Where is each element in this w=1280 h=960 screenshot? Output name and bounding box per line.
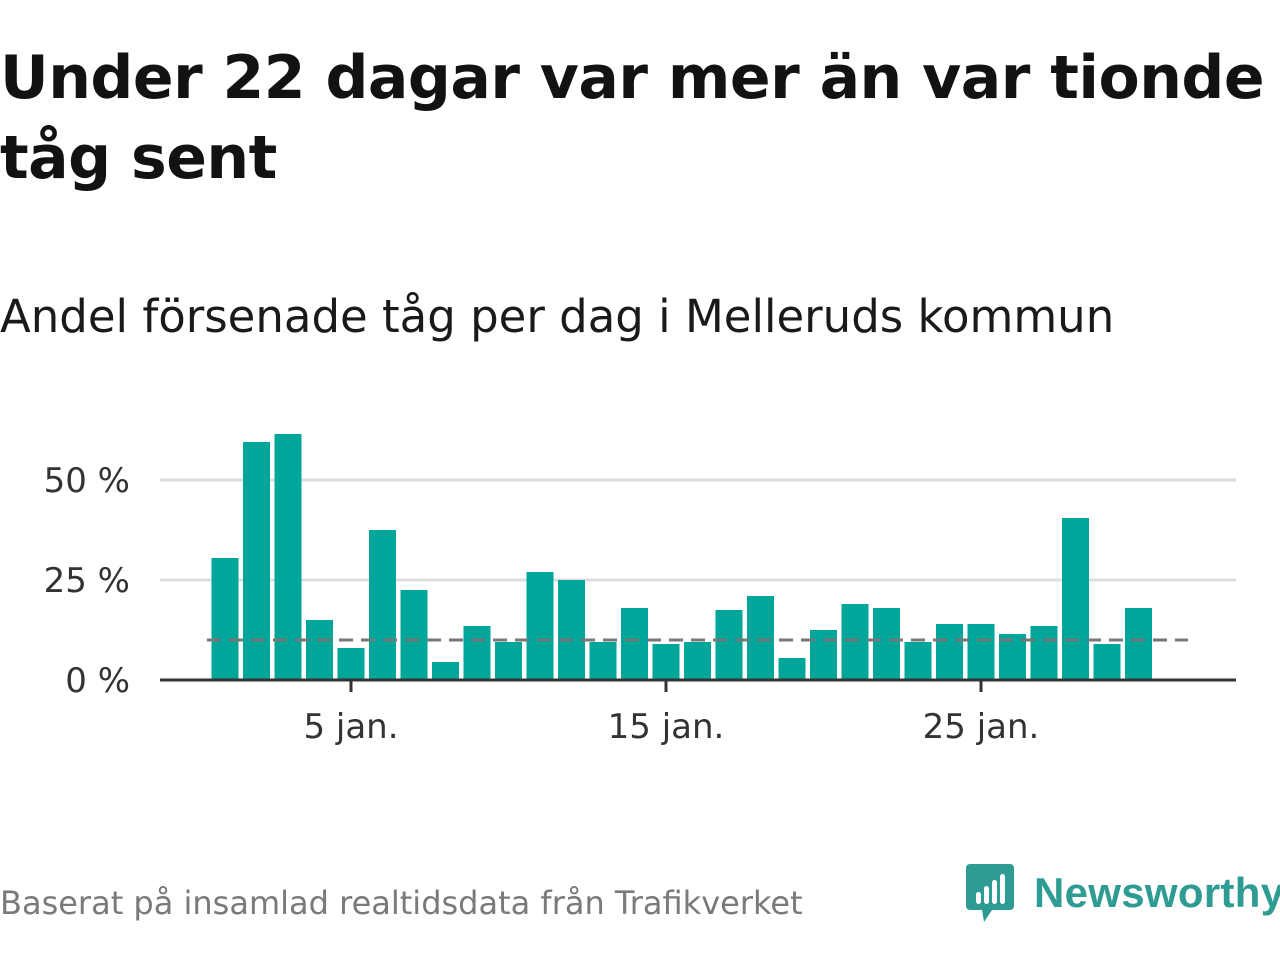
bar	[684, 642, 711, 680]
grid-lines	[160, 478, 1236, 582]
x-tick-label: 15 jan.	[608, 707, 725, 747]
bar	[841, 604, 869, 680]
bar	[432, 662, 459, 680]
source-note: Baserat på insamlad realtidsdata från Tr…	[0, 884, 803, 922]
bar	[369, 530, 396, 680]
bar	[999, 634, 1026, 680]
bar	[337, 648, 365, 680]
bar	[967, 624, 995, 680]
bar	[936, 624, 963, 680]
chart-subtitle: Andel försenade tåg per dag i Melleruds …	[0, 290, 1115, 343]
bar	[243, 442, 270, 680]
bar	[652, 644, 680, 680]
bar	[715, 610, 743, 680]
x-tick-label: 25 jan.	[923, 707, 1040, 747]
bar	[810, 630, 837, 680]
bar	[1093, 644, 1121, 680]
bar	[400, 590, 428, 680]
bar	[873, 608, 900, 680]
bar	[1125, 608, 1152, 680]
chart-bubble-icon	[966, 864, 1014, 922]
bar	[747, 596, 774, 680]
brand-logo[interactable]: Newsworthy	[964, 862, 1280, 924]
bar	[495, 642, 522, 680]
bar	[211, 558, 239, 680]
bar	[1030, 626, 1058, 680]
bar	[1062, 518, 1089, 680]
y-tick-label: 25 %	[44, 561, 130, 601]
x-tick-label: 5 jan.	[303, 707, 398, 747]
bar	[274, 434, 302, 680]
bar	[463, 626, 491, 680]
axes: 0 % 25 % 50 % 5 jan. 15 jan. 25 jan.	[44, 461, 1236, 747]
bar	[778, 658, 806, 680]
chart-title: Under 22 dagar var mer än var tionde tåg…	[0, 43, 1265, 193]
bars	[211, 434, 1152, 680]
bar	[306, 620, 333, 680]
bar	[526, 572, 554, 680]
bar	[589, 642, 617, 680]
bar	[621, 608, 648, 680]
bar	[904, 642, 932, 680]
bar-chart: 0 % 25 % 50 % 5 jan. 15 jan. 25 jan.	[44, 434, 1236, 747]
brand-name: Newsworthy	[1034, 869, 1280, 916]
y-tick-label: 0 %	[65, 661, 130, 701]
y-tick-label: 50 %	[44, 461, 130, 501]
bar	[558, 580, 585, 680]
